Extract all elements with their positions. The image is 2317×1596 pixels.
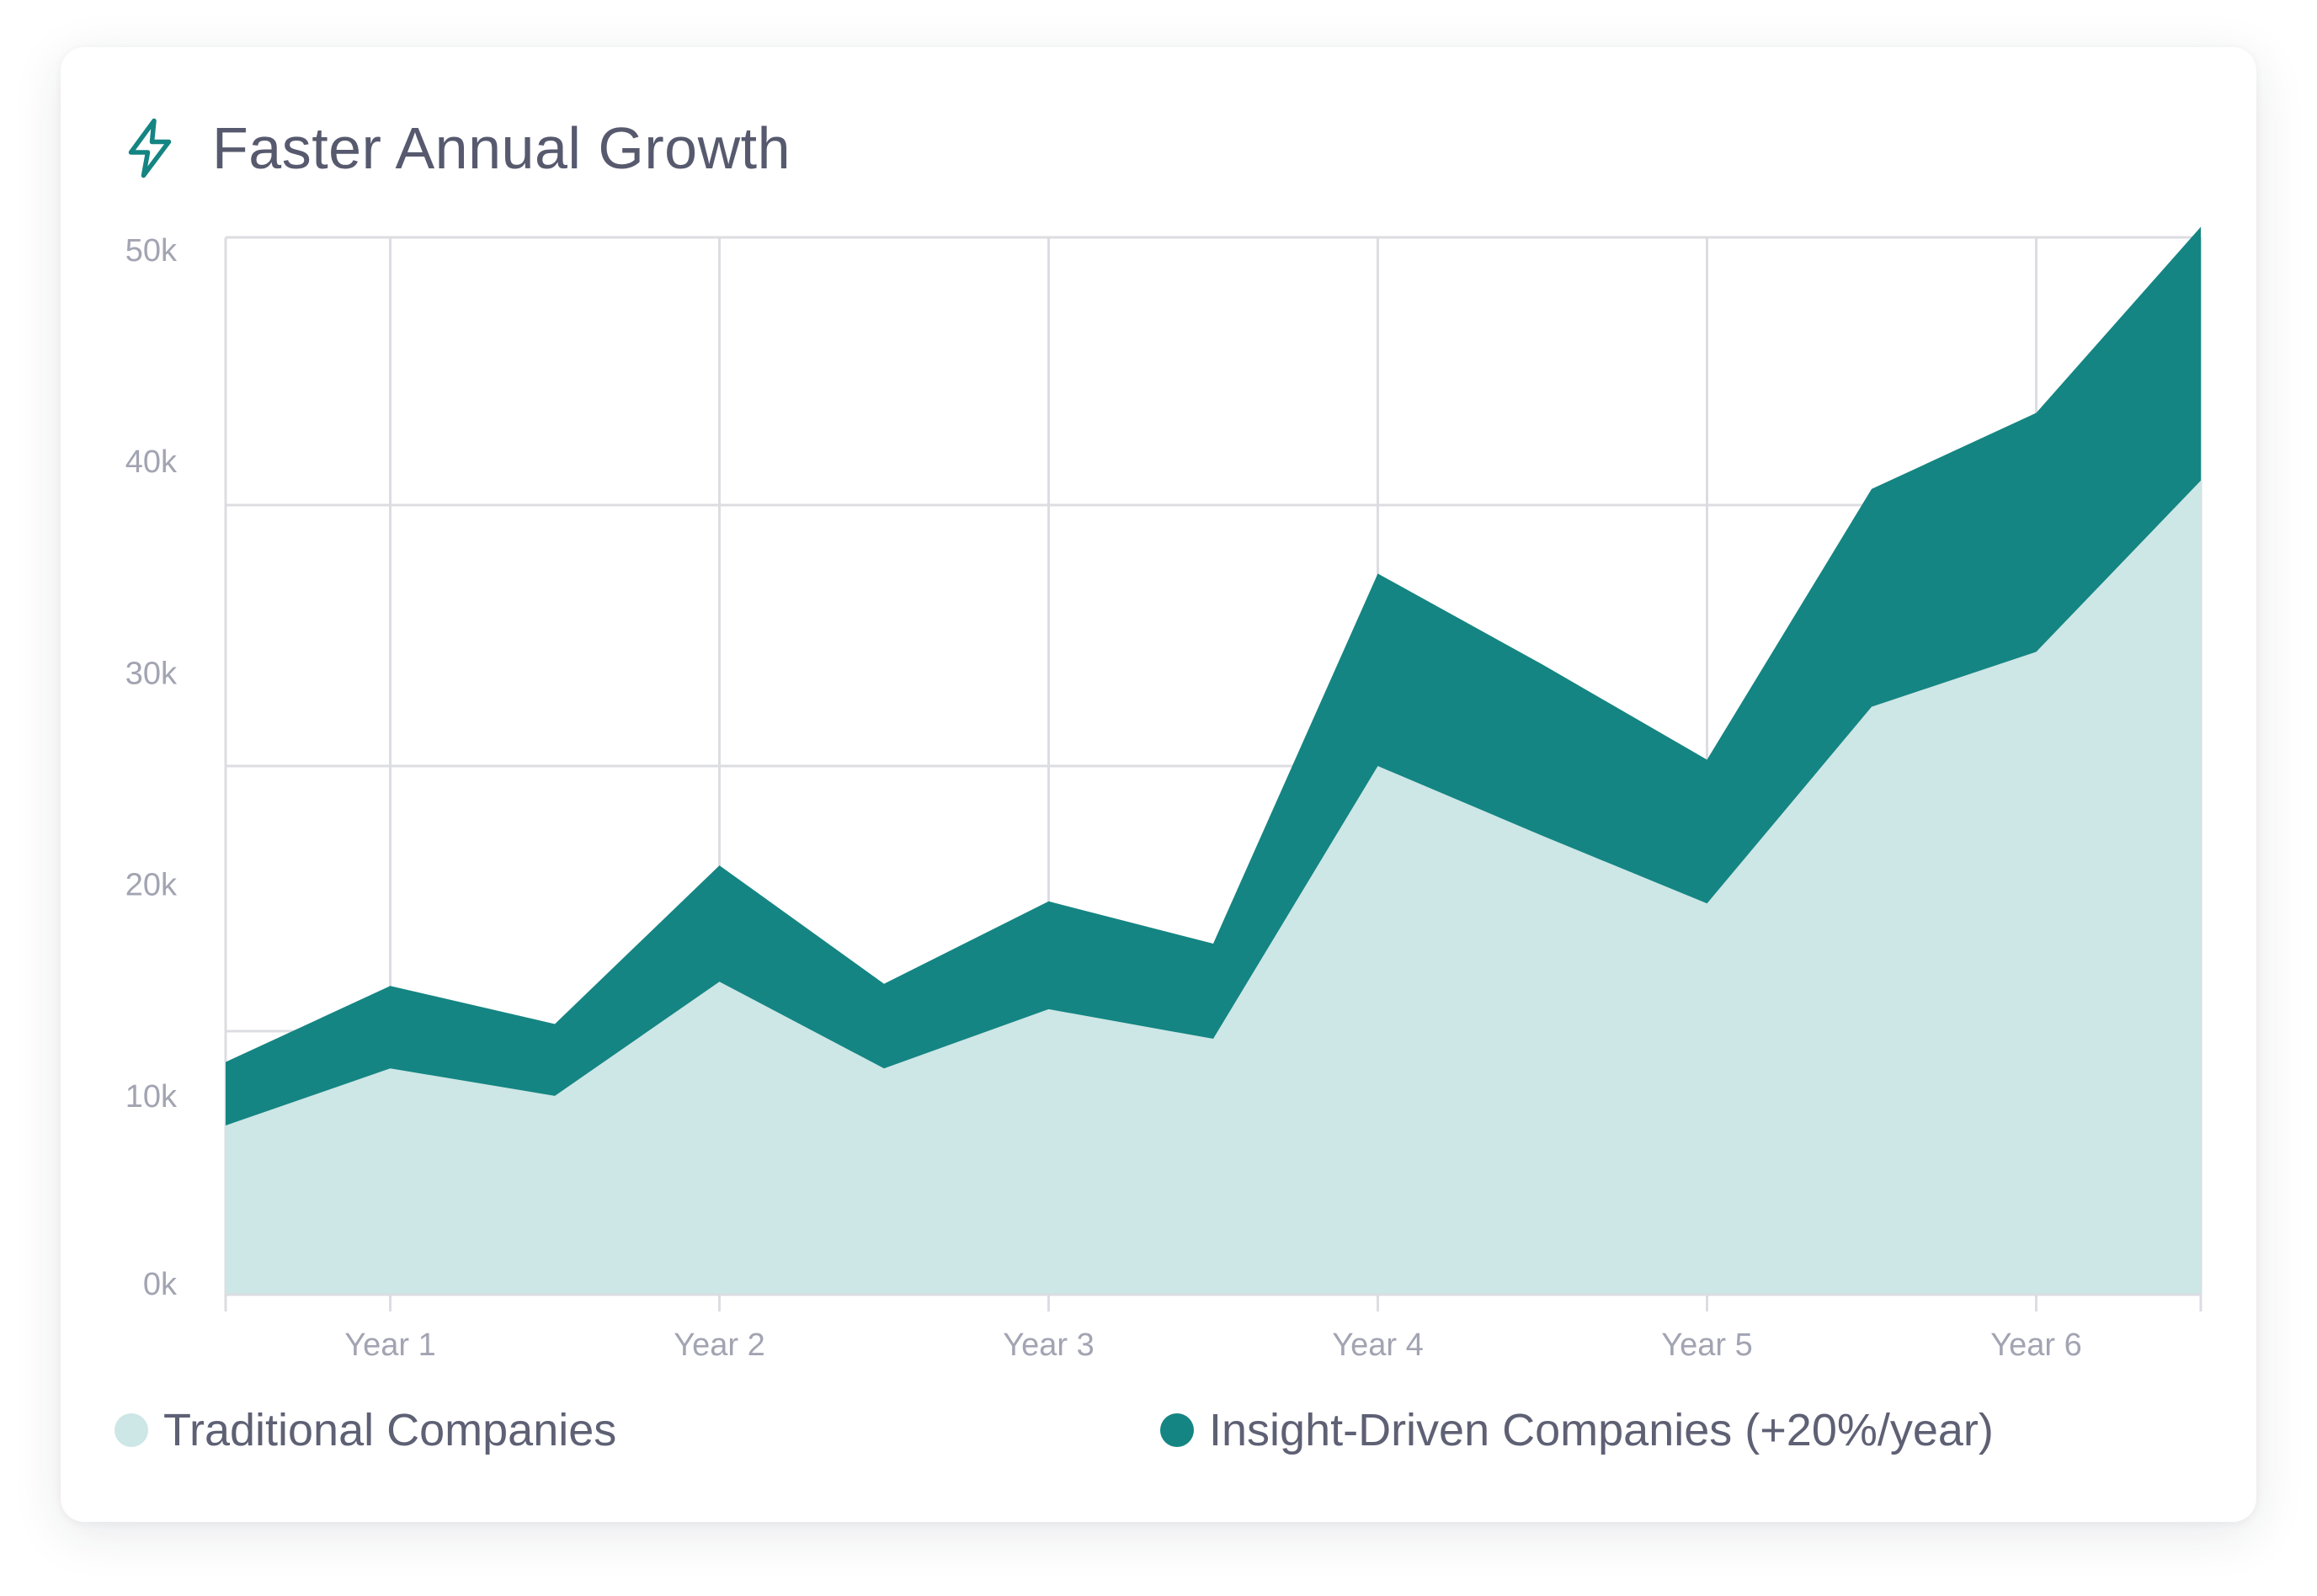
x-tick-label: Year 6	[1990, 1327, 2081, 1363]
legend-swatch-insight	[1160, 1413, 1194, 1447]
y-tick-label: 10k	[125, 1079, 178, 1115]
x-tick-label: Year 1	[344, 1327, 435, 1363]
x-tick-label: Year 4	[1332, 1327, 1423, 1363]
legend-item-traditional: Traditional Companies	[115, 1404, 616, 1456]
y-tick-label: 30k	[125, 656, 178, 691]
chart-title: Faster Annual Growth	[212, 115, 791, 181]
y-tick-label: 40k	[125, 444, 178, 480]
y-tick-label: 0k	[143, 1267, 178, 1302]
chart-header: Faster Annual Growth	[125, 106, 791, 190]
x-tick-label: Year 5	[1661, 1327, 1752, 1363]
y-tick-label: 20k	[125, 868, 178, 903]
legend-label-insight: Insight-Driven Companies (+20%/year)	[1209, 1405, 1994, 1455]
legend-label-traditional: Traditional Companies	[163, 1405, 617, 1455]
y-tick-label: 50k	[125, 233, 178, 269]
series-area-traditional	[226, 480, 2201, 1295]
x-tick-label: Year 3	[1003, 1327, 1094, 1363]
legend-swatch-traditional	[115, 1413, 148, 1447]
x-tick-label: Year 2	[674, 1327, 764, 1363]
legend-item-insight: Insight-Driven Companies (+20%/year)	[1160, 1404, 1994, 1456]
lightning-bolt-icon	[125, 118, 175, 178]
